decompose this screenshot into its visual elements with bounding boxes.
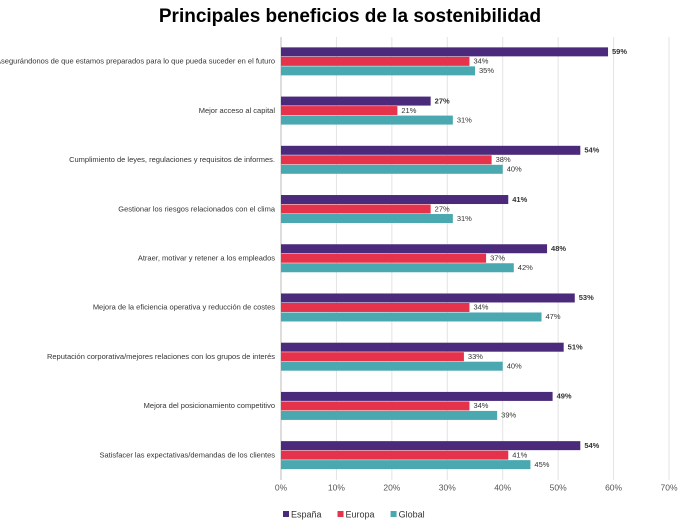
value-label: 41% (512, 450, 527, 459)
value-label: 27% (435, 204, 450, 213)
bar (281, 293, 575, 303)
bar (281, 450, 509, 460)
value-label: 54% (584, 146, 599, 155)
legend-swatch (283, 511, 289, 517)
legend-swatch (390, 511, 397, 517)
bar (281, 47, 609, 57)
bar (281, 96, 431, 106)
bar (281, 391, 553, 401)
bar (281, 106, 398, 116)
value-label: 49% (557, 392, 572, 401)
bar (281, 312, 542, 322)
value-label: 54% (584, 441, 599, 450)
value-label: 27% (435, 96, 450, 105)
x-tick-label: 70% (660, 482, 677, 492)
value-label: 48% (551, 244, 566, 253)
value-label: 38% (496, 155, 511, 164)
value-label: 21% (401, 106, 416, 115)
bar (281, 302, 470, 312)
value-label: 40% (507, 165, 522, 174)
value-label: 31% (457, 115, 472, 124)
bar (281, 361, 503, 371)
value-label: 34% (473, 401, 488, 410)
value-label: 42% (518, 263, 533, 272)
bar (281, 214, 453, 224)
value-label: 41% (512, 195, 527, 204)
legend-label: España (291, 509, 322, 519)
bar (281, 195, 509, 205)
bar (281, 56, 470, 66)
bar (281, 342, 564, 352)
x-tick-label: 60% (605, 482, 622, 492)
bar (281, 352, 464, 362)
bar (281, 263, 514, 273)
category-label: Gestionar los riesgos relacionados con e… (118, 204, 276, 213)
value-label: 51% (568, 342, 583, 351)
category-label: Mejora del posicionamiento competitivo (144, 401, 275, 410)
value-label: 34% (473, 303, 488, 312)
x-tick-label: 20% (383, 482, 400, 492)
bar (281, 66, 475, 76)
category-label: Atraer, motivar y retener a los empleado… (138, 253, 275, 262)
category-label: Reputación corporativa/mejores relacione… (47, 352, 275, 361)
x-tick-label: 10% (328, 482, 345, 492)
bar (281, 244, 548, 254)
bar (281, 204, 431, 214)
value-label: 45% (534, 460, 549, 469)
category-label: Satisfacer las expectativas/demandas de … (99, 450, 275, 459)
bar (281, 253, 487, 263)
bar (281, 410, 498, 420)
value-label: 34% (473, 57, 488, 66)
value-label: 37% (490, 253, 505, 262)
legend-label: Europa (346, 509, 375, 519)
category-label: Asegurándonos de que estamos preparados … (0, 57, 275, 66)
bar (281, 164, 503, 174)
x-tick-label: 40% (494, 482, 511, 492)
category-label: Mejora de la eficiencia operativa y redu… (93, 303, 275, 312)
category-label: Cumplimiento de leyes, regulaciones y re… (69, 155, 275, 164)
bar (281, 401, 470, 411)
value-label: 47% (546, 312, 561, 321)
value-label: 59% (612, 47, 627, 56)
bar (281, 145, 581, 155)
x-tick-label: 30% (439, 482, 456, 492)
category-label: Mejor acceso al capital (199, 106, 276, 115)
bar (281, 115, 453, 125)
value-label: 35% (479, 66, 494, 75)
x-tick-label: 50% (550, 482, 567, 492)
bar (281, 441, 581, 451)
value-label: 39% (501, 411, 516, 420)
legend-label: Global (399, 509, 425, 519)
value-label: 53% (579, 293, 594, 302)
bar (281, 460, 531, 470)
value-label: 40% (507, 361, 522, 370)
x-tick-label: 0% (275, 482, 288, 492)
legend-swatch (337, 511, 344, 517)
chart-title: Principales beneficios de la sostenibili… (159, 6, 541, 27)
bar (281, 155, 492, 165)
value-label: 33% (468, 352, 483, 361)
value-label: 31% (457, 214, 472, 223)
